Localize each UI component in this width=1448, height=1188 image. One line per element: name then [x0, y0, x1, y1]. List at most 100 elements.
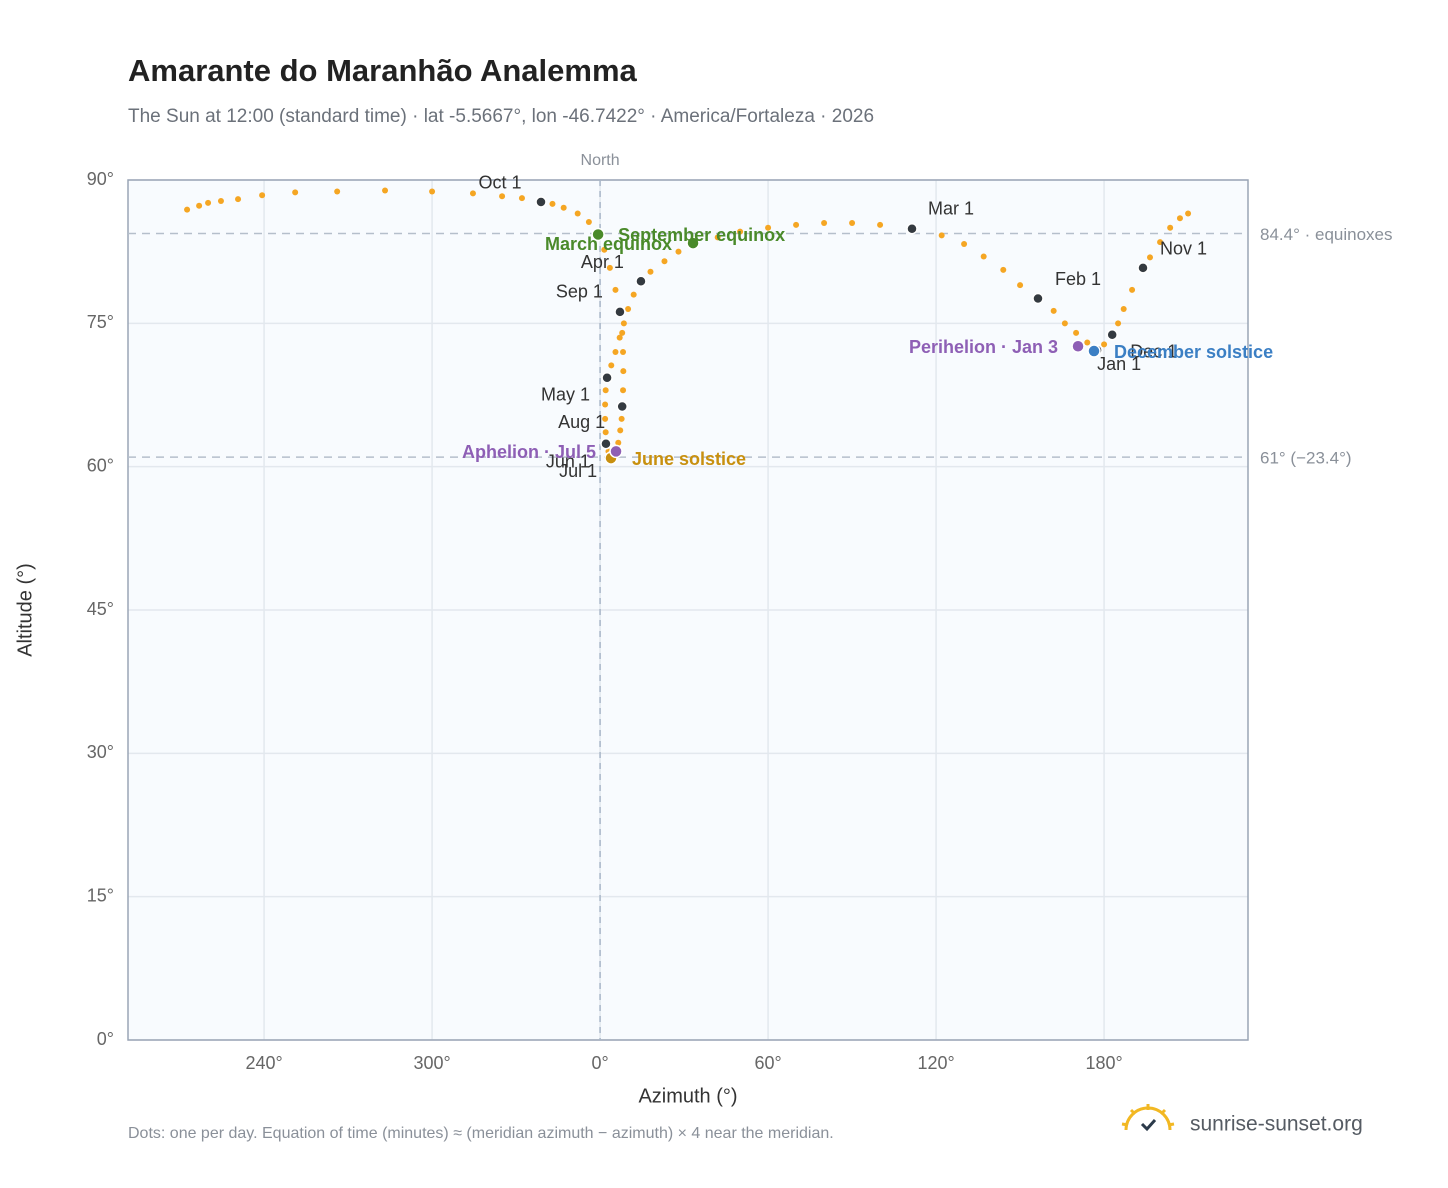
- day-dot: [1050, 307, 1057, 314]
- day-dot: [620, 387, 627, 394]
- day-dot: [602, 415, 609, 422]
- month-label: Dec 1: [1130, 342, 1177, 362]
- event-marker: [591, 227, 605, 242]
- day-dot: [259, 192, 266, 199]
- day-dot: [620, 349, 627, 355]
- day-dot: [560, 204, 567, 211]
- day-dot: [217, 198, 224, 205]
- month-label: Jan 1: [1097, 354, 1141, 374]
- day-dot: [1061, 320, 1068, 327]
- day-dot: [615, 439, 622, 446]
- month-label: May 1: [541, 385, 590, 405]
- x-tick-label: 240°: [245, 1053, 282, 1073]
- y-tick-label: 30°: [87, 742, 114, 762]
- day-dot: [980, 253, 987, 260]
- day-dot: [1120, 306, 1127, 312]
- day-dot: [793, 221, 800, 228]
- day-dot: [1167, 224, 1174, 231]
- day-dot: [574, 210, 581, 217]
- day-dot: [821, 220, 828, 226]
- month-label: Mar 1: [928, 198, 974, 218]
- day-dot: [619, 329, 626, 336]
- day-dot: [235, 196, 242, 203]
- day-dot: [877, 221, 884, 228]
- day-dot: [184, 206, 191, 213]
- month-marker: [614, 306, 626, 318]
- y-tick-label: 15°: [87, 885, 114, 905]
- day-dot: [612, 286, 619, 293]
- day-dot: [606, 264, 613, 271]
- day-dot: [292, 189, 299, 196]
- day-dot: [608, 362, 615, 369]
- day-dot: [618, 415, 625, 422]
- day-dot: [1073, 329, 1080, 336]
- day-dot: [661, 258, 668, 265]
- event-label: Perihelion · Jan 3: [909, 337, 1058, 357]
- day-dot: [620, 368, 627, 375]
- event-label: Aphelion · Jul 5: [462, 442, 596, 462]
- month-marker: [535, 196, 547, 208]
- day-dot: [1157, 239, 1164, 246]
- day-dot: [1000, 266, 1007, 273]
- day-dot: [205, 199, 212, 206]
- x-tick-label: 0°: [591, 1053, 608, 1073]
- x-tick-label: 120°: [917, 1053, 954, 1073]
- reference-label: 61° (−23.4°): [1260, 449, 1352, 468]
- chart-title: Amarante do Maranhão Analemma: [128, 53, 638, 88]
- x-tick-label: 60°: [754, 1053, 781, 1073]
- day-dot: [617, 427, 624, 434]
- day-dot: [620, 320, 627, 327]
- plot-border: [127, 179, 1249, 1041]
- day-dot: [961, 241, 968, 248]
- month-label: Jul 1: [559, 461, 597, 481]
- day-dot: [616, 334, 623, 341]
- event-label: December solstice: [1114, 342, 1273, 362]
- day-dot: [1129, 286, 1136, 293]
- y-tick-label: 60°: [87, 455, 114, 475]
- day-dot: [518, 195, 525, 202]
- event-marker: [609, 444, 623, 459]
- day-dot: [469, 190, 476, 197]
- day-dot: [196, 202, 203, 209]
- event-marker: [1071, 339, 1085, 354]
- day-dot: [765, 224, 772, 231]
- event-label: March equinox: [545, 234, 672, 254]
- month-label: Apr 1: [581, 252, 624, 272]
- month-marker: [601, 372, 613, 384]
- north-label: North: [581, 152, 620, 169]
- day-dot: [1101, 341, 1108, 348]
- event-label: September equinox: [618, 225, 785, 245]
- x-axis-label: Azimuth (°): [638, 1085, 737, 1107]
- event-marker: [686, 236, 700, 250]
- day-dot: [602, 401, 609, 408]
- month-label: Feb 1: [1055, 269, 1101, 289]
- chart-subtitle: The Sun at 12:00 (standard time) · lat -…: [128, 106, 874, 127]
- month-label: Aug 1: [558, 412, 605, 432]
- y-tick-label: 75°: [87, 312, 114, 332]
- month-marker: [635, 275, 647, 288]
- y-tick-label: 90°: [87, 169, 114, 189]
- month-label: Sep 1: [556, 282, 603, 302]
- day-dot: [601, 246, 608, 253]
- month-marker: [906, 222, 918, 235]
- day-dot: [938, 232, 945, 239]
- month-marker: [600, 437, 612, 450]
- day-dot: [1084, 339, 1091, 346]
- brand-name: sunrise-sunset.org: [1190, 1113, 1363, 1136]
- day-dot: [602, 387, 609, 394]
- reference-label: 84.4° · equinoxes: [1260, 225, 1393, 244]
- day-dot: [612, 349, 619, 355]
- day-dot: [737, 228, 744, 235]
- x-tick-label: 300°: [413, 1053, 450, 1073]
- y-tick-label: 0°: [97, 1029, 114, 1049]
- footnote: Dots: one per day. Equation of time (min…: [128, 1125, 834, 1142]
- day-dot: [499, 193, 506, 200]
- month-label: Oct 1: [478, 173, 521, 193]
- day-dot: [675, 248, 682, 255]
- day-dot: [334, 188, 341, 195]
- day-dot: [849, 220, 856, 226]
- day-dot: [585, 219, 592, 226]
- month-marker: [616, 400, 628, 413]
- month-marker: [1032, 292, 1044, 305]
